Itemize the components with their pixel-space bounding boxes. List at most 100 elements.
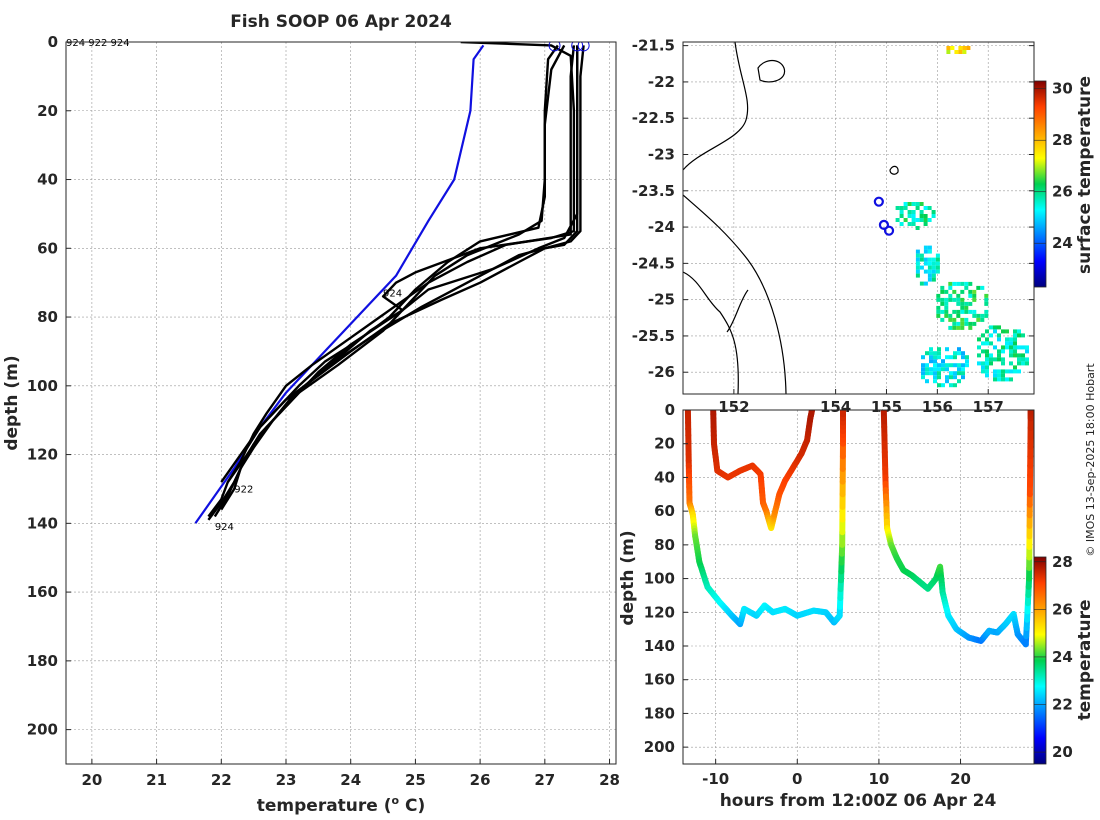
sst-pixel <box>936 297 941 302</box>
x-tick-label: 23 <box>276 771 297 789</box>
x-tick-label: 20 <box>81 771 102 789</box>
sst-pixel <box>952 317 957 322</box>
sst-pixel <box>1013 333 1017 338</box>
sst-pixel <box>1013 349 1017 354</box>
sst-pixel <box>937 347 941 352</box>
sst-pixel <box>1005 369 1009 374</box>
sst-pixel <box>933 367 937 372</box>
profile-axes-box <box>65 41 617 765</box>
sst-pixel <box>915 269 920 274</box>
sst-pixel <box>935 253 940 258</box>
sst-pixel <box>1017 353 1021 358</box>
sst-pixel <box>936 309 941 314</box>
sst-pixel <box>903 206 908 210</box>
sst-pixel <box>935 269 940 274</box>
sst-pixel <box>933 371 937 376</box>
lon-tick-label: 154 <box>820 398 851 416</box>
sst-pixel <box>997 377 1001 382</box>
profile-y-ticks: 0 20 40 60 80 100 120 140 160 180 200 <box>27 33 71 739</box>
sst-pixel <box>985 361 989 366</box>
lat-tick-label: -22.5 <box>632 109 675 127</box>
map-colorbar <box>1033 80 1047 288</box>
sst-pixel <box>981 361 985 366</box>
sst-pixel <box>929 367 933 372</box>
sst-pixel <box>915 206 920 210</box>
sst-pixel <box>921 375 925 380</box>
sst-pixel <box>949 363 953 368</box>
y-tick-label: 160 <box>27 583 58 601</box>
sst-pixel <box>1025 345 1029 350</box>
sst-pixel <box>981 365 985 370</box>
sst-pixel <box>1017 329 1021 334</box>
sst-pixel <box>923 206 928 210</box>
sst-pixel <box>895 206 900 210</box>
lat-tick-label: -24 <box>648 218 675 236</box>
profile-annotation: 924 <box>383 288 402 299</box>
sst-pixel <box>1017 345 1021 350</box>
sst-pixel <box>957 351 961 356</box>
map-lat-ticks: -21.5 -22 -22.5 -23 -23.5 -24 -24.5 -25 -25.5 -26 <box>632 37 1034 381</box>
section-colorbar-ticks: 20 22 24 26 28 <box>1034 553 1073 761</box>
colorbar-tick-label: 28 <box>1052 131 1073 149</box>
sst-pixel <box>966 46 971 50</box>
sst-pixel <box>997 337 1001 342</box>
sst-pixel <box>915 226 920 230</box>
sst-pixel <box>953 371 957 376</box>
sst-pixel <box>965 359 969 364</box>
sst-pixel <box>972 309 977 314</box>
y-tick-label: 40 <box>37 171 58 189</box>
sst-pixel <box>929 359 933 364</box>
sst-pixel <box>953 363 957 368</box>
sst-pixel <box>925 371 929 376</box>
sst-pixel <box>1009 341 1013 346</box>
sst-pixel <box>923 257 928 262</box>
sst-pixel <box>984 293 989 298</box>
sst-pixel <box>1009 349 1013 354</box>
y-tick-label: 140 <box>644 637 675 655</box>
map-background <box>683 42 1034 394</box>
sst-pixel <box>1001 345 1005 350</box>
sst-pixel <box>997 325 1001 330</box>
sst-pixel <box>933 379 937 384</box>
sst-pixel <box>972 289 977 294</box>
y-tick-label: 20 <box>654 435 675 453</box>
sst-pixel <box>1021 353 1025 358</box>
profile-annotation: 924 <box>215 522 234 533</box>
sst-pixel <box>931 265 936 270</box>
sst-pixel <box>936 313 941 318</box>
sst-pixel <box>941 363 945 368</box>
map-colorbar-label: surface temperature <box>1075 76 1095 274</box>
x-tick-label: 21 <box>146 771 167 789</box>
colorbar-tick-label: 28 <box>1052 553 1073 571</box>
y-tick-label: 100 <box>27 377 58 395</box>
sst-pixel <box>903 218 908 222</box>
sst-pixel <box>1025 349 1029 354</box>
sst-pixel <box>985 373 989 378</box>
sst-pixel <box>961 355 965 360</box>
sst-pixel <box>933 359 937 364</box>
sst-pixel <box>956 301 961 306</box>
sst-pixel <box>1009 369 1013 374</box>
section-chart: -10 0 10 20 0 20 40 60 80 100 120 140 160 180 200 hou… <box>618 401 1095 811</box>
sst-pixel <box>1009 337 1013 342</box>
lat-tick-label: -26 <box>648 363 675 381</box>
sst-pixel <box>1009 353 1013 358</box>
sst-pixel <box>944 305 949 310</box>
sst-pixel <box>985 349 989 354</box>
sst-pixel <box>985 353 989 358</box>
sst-pixel <box>976 317 981 322</box>
x-tick-label: 27 <box>534 771 555 789</box>
sst-pixel <box>899 214 904 218</box>
sst-pixel <box>923 214 928 218</box>
sst-pixel <box>968 301 973 306</box>
x-tick-label: 24 <box>340 771 361 789</box>
sst-pixel <box>931 277 936 282</box>
profile-line-p6 <box>246 44 566 449</box>
ship-position <box>878 219 890 230</box>
sst-pixel <box>1009 361 1013 366</box>
sst-pixel <box>927 273 932 278</box>
y-tick-label: 20 <box>37 102 58 120</box>
sst-pixel <box>976 285 981 290</box>
sst-pixel <box>989 361 993 366</box>
